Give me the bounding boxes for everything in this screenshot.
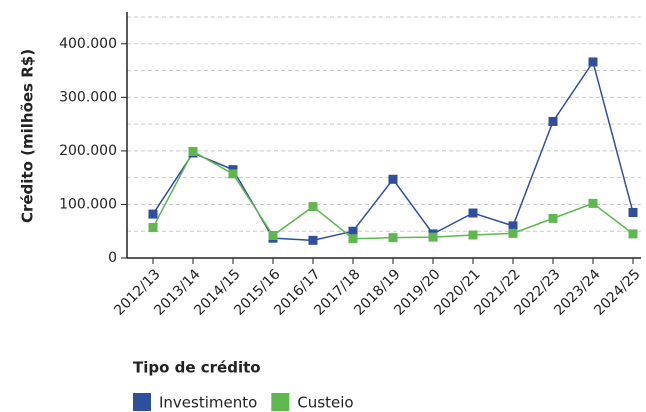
data-point [188,146,198,156]
data-point [268,231,278,241]
series-line [152,150,634,240]
y-tick-label: 400.000 [59,36,117,52]
data-point [588,57,598,67]
data-point [148,209,158,219]
data-point [548,213,558,223]
y-tick-label: 200.000 [59,143,117,159]
data-point [228,169,238,179]
data-point [468,208,478,218]
data-point [588,198,598,208]
data-point [348,226,358,236]
data-point [388,174,398,184]
y-tick-label: 300.000 [59,89,117,105]
data-point [508,221,518,231]
y-tick-label: 0 [108,250,117,266]
data-point [428,232,438,242]
y-axis-label: Crédito (milhões R$) [19,49,37,223]
data-point [468,230,478,240]
legend-swatch [271,393,290,411]
data-point [548,116,558,126]
legend-title: Tipo de crédito [133,359,261,377]
data-point [628,229,638,239]
data-point [148,222,158,232]
data-point [348,234,358,244]
data-point [388,233,398,243]
data-point [508,228,518,238]
legend-swatch [133,393,151,411]
legend-label: Investimento [159,394,257,412]
y-tick-label: 100.000 [59,196,117,212]
data-point [628,207,638,217]
data-point [308,235,318,245]
data-point [308,202,318,212]
legend-label: Custeio [297,394,353,412]
